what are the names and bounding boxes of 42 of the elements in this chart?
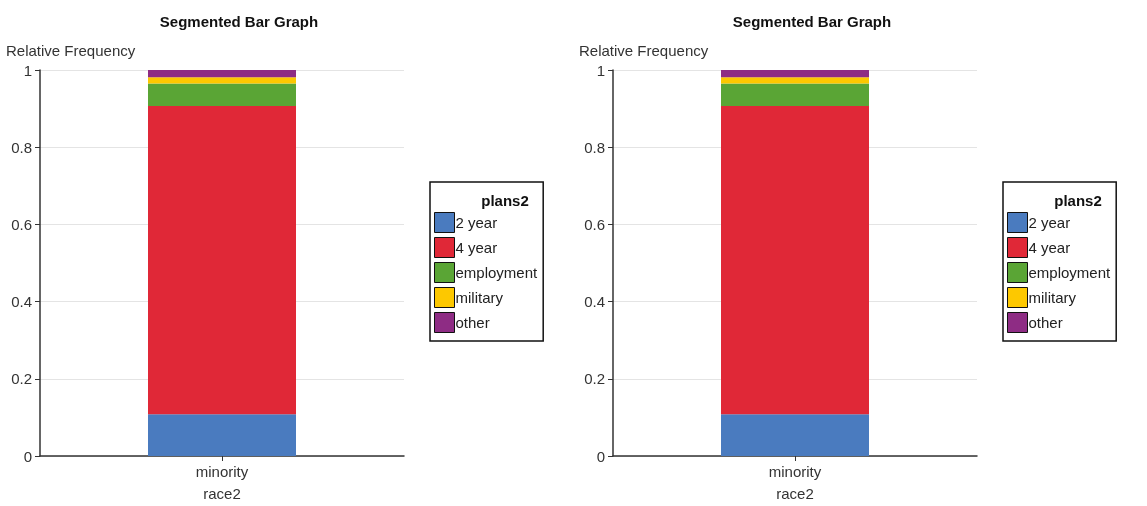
y-tick-label: 0	[23, 447, 32, 465]
y-tick-label: 0.8	[11, 138, 32, 156]
y-tick-label: 0.4	[584, 293, 605, 311]
y-tick-label: 0.2	[11, 370, 32, 388]
legend-label: other	[1028, 314, 1063, 331]
bar	[148, 77, 296, 84]
legend-label: 4 year	[455, 239, 498, 256]
x-axis-title: race2	[203, 485, 241, 502]
y-tick-label: 0.8	[584, 138, 605, 156]
bar	[721, 83, 869, 106]
y-axis-title: Relative Frequency	[6, 42, 136, 59]
x-tick-label: minority	[195, 463, 249, 480]
legend-label: employment	[1028, 264, 1112, 281]
x-tick-label: minority	[768, 463, 822, 480]
legend-title: plans2	[1054, 192, 1102, 209]
chart-title: Segmented Bar Graph	[732, 13, 892, 30]
chart-title: Segmented Bar Graph	[159, 13, 319, 30]
bar	[148, 83, 296, 106]
bar	[148, 414, 296, 456]
y-tick-label: 0.6	[11, 215, 32, 233]
bar	[721, 414, 869, 456]
y-tick-label: 0.4	[11, 293, 32, 311]
bar	[148, 105, 296, 415]
bar	[721, 70, 869, 78]
y-tick-label: 0.6	[584, 215, 605, 233]
legend-label: military	[1028, 289, 1077, 306]
x-axis-title: race2	[776, 485, 814, 502]
legend-title: plans2	[481, 192, 529, 209]
y-tick-label: 1	[23, 61, 32, 79]
legend-label: 2 year	[455, 214, 498, 231]
legend-label: 2 year	[1028, 214, 1071, 231]
bar	[721, 105, 869, 415]
legend-label: 4 year	[1028, 239, 1071, 256]
bar	[721, 77, 869, 84]
legend-label: other	[455, 314, 490, 331]
y-tick-label: 0.2	[584, 370, 605, 388]
y-tick-label: 0	[596, 447, 605, 465]
legend-label: employment	[455, 264, 539, 281]
bar	[148, 70, 296, 78]
legend-label: military	[455, 289, 504, 306]
y-axis-title: Relative Frequency	[579, 42, 709, 59]
y-tick-label: 1	[596, 61, 605, 79]
